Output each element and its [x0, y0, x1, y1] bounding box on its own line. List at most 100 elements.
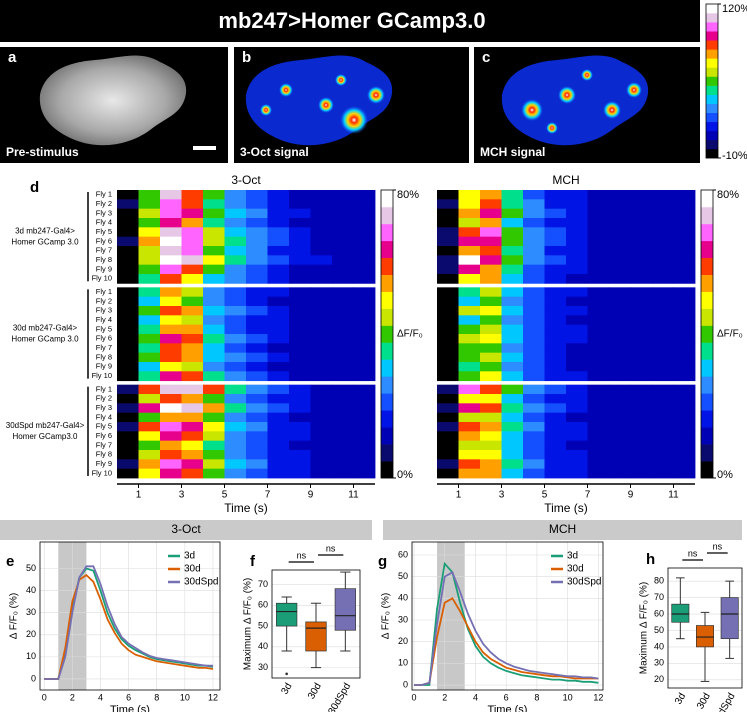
heatmap-cell: [181, 371, 204, 382]
heatmap-cell: [224, 403, 247, 414]
heatmap-cell: [437, 343, 459, 354]
heatmap-cell: [160, 352, 182, 363]
heatmap-cell: [480, 362, 502, 372]
heatmap-cell: [353, 324, 376, 335]
y-tick-label: 10: [398, 658, 408, 668]
heatmap-cell: [523, 422, 545, 432]
heatmap-cell: [501, 296, 524, 307]
heatmap-cell: [630, 343, 653, 354]
heatmap-cell: [246, 208, 268, 219]
x-tick-label: 8: [154, 692, 159, 702]
heatmap-cell: [332, 315, 354, 326]
heatmap-cell: [310, 362, 333, 372]
x-tick-label: 11: [348, 490, 359, 501]
series-line: [44, 565, 213, 680]
heatmap-cell: [138, 255, 161, 266]
heatmap-cell: [160, 296, 182, 307]
heatmap-cell: [544, 431, 567, 442]
heatmap-cell: [523, 412, 545, 423]
heatmap-cell: [673, 236, 696, 247]
heatmap-cell: [224, 199, 247, 210]
heatmap-cell: [587, 362, 610, 372]
heatmap-cell: [246, 334, 268, 344]
panel-letter: a: [8, 49, 17, 66]
heatmap-cell: [117, 315, 139, 326]
heatmap-cell: [246, 422, 268, 432]
heatmap-cell: [246, 190, 268, 200]
heatmap-cell: [544, 334, 567, 344]
colorbar-segment: [701, 308, 713, 326]
y-tick-label: 20: [654, 674, 664, 684]
heatmap-cell: [523, 208, 545, 219]
heatmap-cell: [353, 431, 376, 442]
heatmap-cell: [673, 431, 696, 442]
heatmap-cell: [630, 296, 653, 307]
heatmap-cell: [289, 422, 311, 432]
heatmap-cell: [566, 371, 588, 382]
heatmap-cell: [523, 468, 545, 479]
row-label: Fly 5: [96, 227, 112, 236]
heatmap-cell: [203, 384, 225, 395]
heatmap-cell: [544, 468, 567, 479]
x-tick-label: 4: [473, 692, 478, 702]
heatmap-cell: [566, 403, 588, 414]
heatmap-cell: [117, 264, 139, 275]
heatmap-cell: [353, 334, 376, 344]
heatmap-cell: [501, 394, 524, 404]
heatmap-cell: [566, 362, 588, 372]
colorbar-label: 0%: [717, 469, 733, 481]
row-label: Fly 1: [96, 287, 112, 296]
heatmap-cell: [289, 343, 311, 354]
heatmap-cell: [673, 440, 696, 451]
heatmap-cell: [310, 208, 333, 219]
heatmap-cell: [332, 274, 354, 284]
heatmap-cell: [544, 384, 567, 395]
heatmap-cell: [458, 190, 481, 200]
heatmap-cell: [437, 450, 459, 460]
heatmap-cell: [332, 296, 354, 307]
heatmap-cell: [652, 384, 674, 395]
heatmap-cell: [160, 190, 182, 200]
heatmap-cell: [160, 384, 182, 395]
heatmap-cell: [437, 384, 459, 395]
heatmap-cell: [289, 440, 311, 451]
heatmap-cell: [246, 246, 268, 256]
heatmap-cell: [587, 394, 610, 404]
colorbar-segment: [381, 206, 393, 225]
heatmap-cell: [160, 274, 182, 284]
heatmap-cell: [609, 412, 631, 423]
heatmap-cell: [630, 362, 653, 372]
heatmap-cell: [138, 227, 161, 238]
x-tick-label: 12: [208, 692, 218, 702]
heatmap-cell: [224, 384, 247, 395]
heatmap-cell: [246, 296, 268, 307]
y-tick-label: 60: [654, 608, 664, 618]
heatmap-cell: [523, 190, 545, 200]
heatmap-cell: [437, 287, 459, 298]
colorbar-segment: [381, 325, 393, 343]
heatmap-cell: [652, 236, 674, 247]
heatmap-cell: [138, 468, 161, 479]
heatmap-cell: [480, 274, 502, 284]
y-tick-label: 50: [398, 571, 408, 581]
heatmap-cell: [117, 208, 139, 219]
heatmap-cell: [523, 236, 545, 247]
heatmap-cell: [673, 324, 696, 335]
heatmap-cell: [224, 236, 247, 247]
heatmap-cell: [609, 431, 631, 442]
heatmap-cell: [353, 315, 376, 326]
heatmap-cell: [289, 324, 311, 335]
heatmap-cell: [480, 306, 502, 316]
heatmap-cell: [501, 403, 524, 414]
heatmap-cell: [332, 190, 354, 200]
heatmap-cell: [630, 324, 653, 335]
row-label: Fly 6: [96, 431, 112, 440]
heatmap-cell: [289, 274, 311, 284]
heatmap-cell: [544, 236, 567, 247]
significance-label: ns: [713, 541, 723, 551]
heatmap-cell: [566, 384, 588, 395]
heatmap-cell: [652, 287, 674, 298]
heatmap-cell: [138, 362, 161, 372]
x-tick-label: 8: [534, 692, 539, 702]
x-tick-label: 6: [126, 692, 131, 702]
